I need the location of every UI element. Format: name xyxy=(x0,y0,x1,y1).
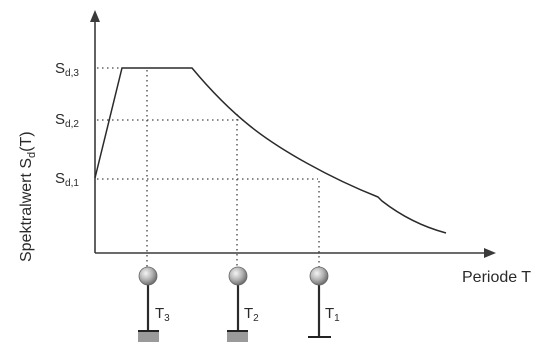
y-axis-arrow xyxy=(90,10,100,22)
period-label-t1: T1 xyxy=(325,305,340,324)
mass-ball-t3 xyxy=(138,266,158,286)
ground-base-t2 xyxy=(227,331,248,342)
ground-base-t3 xyxy=(138,331,159,342)
spectrum-curve xyxy=(94,67,447,234)
period-label-t2: T2 xyxy=(244,305,259,324)
y-axis-label: Spektralwert Sd(T) xyxy=(18,131,38,262)
level-label-sd2: Sd,2 xyxy=(55,111,79,130)
mass-ball-t2 xyxy=(228,266,248,286)
oscillator-t3: T3 xyxy=(138,266,170,342)
mass-ball-t1 xyxy=(309,266,329,286)
level-label-sd1: Sd,1 xyxy=(55,170,79,189)
period-label-t3: T3 xyxy=(155,305,170,324)
level-label-sd3: Sd,3 xyxy=(55,60,79,79)
x-axis-arrow xyxy=(484,248,496,258)
oscillator-t2: T2 xyxy=(227,266,259,342)
x-axis-label: Periode T xyxy=(462,269,531,286)
oscillator-t1: T1 xyxy=(308,266,340,338)
